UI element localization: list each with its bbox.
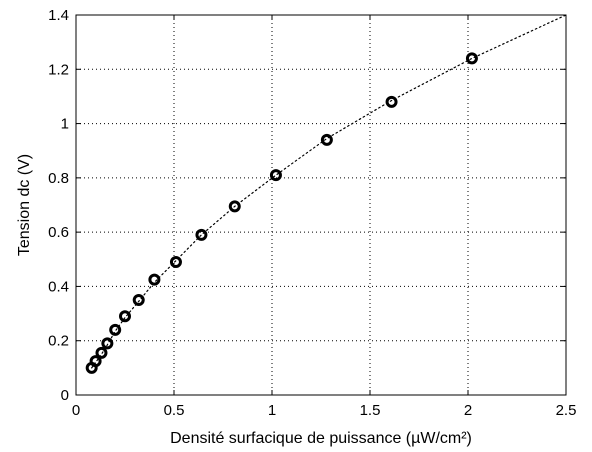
x-tick-label: 0 [72,402,80,419]
y-tick-label: 1.4 [48,7,69,24]
x-axis-label: Densité surfacique de puissance (µW/cm²) [170,430,472,447]
data-point [89,355,102,368]
y-tick-label: 0.4 [48,278,69,295]
data-point [195,228,208,241]
data-point [465,52,478,65]
data-point [169,256,182,268]
data-point [148,273,161,286]
y-tick-label: 0.6 [48,224,69,241]
x-tick-label: 2 [464,402,472,419]
x-tick-label: 1 [268,402,276,419]
tick-labels: 0 0.5 1 1.5 2 2.5 0 0.2 0.4 0.6 0.8 1 1.2 1.4 [48,7,576,419]
data-point [132,294,145,306]
y-tick-label: 0 [61,387,69,404]
x-tick-label: 2.5 [556,402,577,419]
data-point [385,95,398,108]
y-tick-label: 0.2 [48,333,69,350]
data-point [95,346,108,359]
grid [76,15,566,395]
ticks [75,14,567,396]
data-point [119,310,131,323]
y-tick-label: 0.8 [48,170,69,187]
plot-frame [75,14,567,396]
x-tick-label: 1.5 [360,402,381,419]
data-point [269,169,282,182]
data-point [109,323,122,336]
data-point [320,133,333,146]
y-tick-label: 1 [61,116,69,133]
data-markers [85,52,478,374]
y-axis-label: Tension dc (V) [16,154,33,256]
y-tick-label: 1.2 [48,61,69,78]
x-tick-label: 0.5 [164,402,185,419]
data-point [228,200,241,213]
data-point [101,337,114,350]
